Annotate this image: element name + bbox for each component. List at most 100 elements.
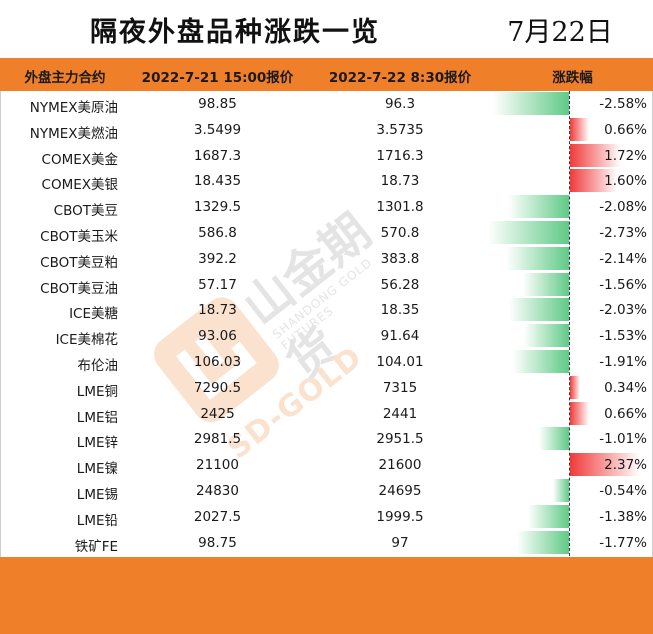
curr-price: 24695 [378, 482, 422, 499]
curr-price: 383.8 [380, 250, 420, 267]
change-pct: -2.03% [599, 302, 647, 319]
curr-price: 7315 [382, 379, 418, 396]
change-pct: -1.53% [599, 328, 647, 345]
change-bar [570, 169, 618, 193]
change-pct: 1.60% [604, 173, 647, 190]
table-row: LME铝 2425 2441 0.66% [0, 401, 653, 427]
contract-name: CBOT美玉米 [40, 228, 118, 245]
contract-name: 铁矿FE [74, 538, 118, 555]
table-row: CBOT美豆粕 392.2 383.8 -2.14% [0, 246, 653, 272]
prev-price: 1329.5 [193, 199, 242, 216]
change-pct: -1.77% [599, 534, 647, 551]
table-row: LME锌 2981.5 2951.5 -1.01% [0, 426, 653, 452]
change-bar [523, 324, 569, 348]
change-pct: 0.66% [604, 405, 647, 422]
change-bar [570, 375, 581, 399]
change-pct: -1.01% [599, 431, 647, 448]
prev-price: 586.8 [198, 224, 237, 241]
change-bar [570, 117, 590, 141]
curr-price: 1716.3 [376, 147, 424, 164]
table-row: NYMEX美原油 98.85 96.3 -2.58% [0, 91, 653, 117]
table-row: ICE美糖 18.73 18.35 -2.03% [0, 297, 653, 323]
contract-name: COMEX美银 [41, 177, 118, 194]
prev-price: 2027.5 [193, 508, 242, 525]
page-title: 隔夜外盘品种涨跌一览 [90, 17, 380, 48]
change-pct: 0.34% [604, 379, 647, 396]
curr-price: 91.64 [380, 328, 420, 345]
contract-name: NYMEX美原油 [29, 100, 118, 116]
table-row: LME铅 2027.5 1999.5 -1.38% [0, 504, 653, 530]
table-row: LME铜 7290.5 7315 0.34% [0, 375, 653, 401]
curr-price: 18.35 [380, 302, 420, 319]
table-row: 布伦油 106.03 104.01 -1.91% [0, 349, 653, 375]
curr-price: 2951.5 [376, 431, 424, 448]
column-header-contract: 外盘主力合约 [24, 70, 106, 86]
prev-price: 98.75 [198, 534, 237, 551]
curr-price: 1999.5 [376, 508, 424, 525]
prev-price: 93.06 [198, 328, 237, 345]
table-header: 外盘主力合约 2022-7-21 15:00报价 2022-7-22 8:30报… [0, 58, 653, 91]
change-bar [505, 246, 569, 270]
footer-band [0, 557, 653, 634]
curr-price: 56.28 [380, 276, 420, 293]
change-pct: -2.14% [599, 250, 647, 267]
prev-price: 18.73 [198, 302, 237, 319]
column-header-curr-price: 2022-7-22 8:30报价 [328, 70, 472, 86]
change-bar [570, 401, 590, 425]
contract-name: NYMEX美燃油 [29, 125, 118, 142]
curr-price: 96.3 [384, 96, 416, 112]
prev-price: 2981.5 [193, 431, 242, 448]
contract-name: 布伦油 [77, 357, 119, 374]
curr-price: 2441 [382, 405, 418, 422]
prev-price: 106.03 [193, 353, 242, 370]
change-pct: 2.37% [604, 457, 647, 474]
contract-name: LME铜 [76, 383, 118, 400]
contract-name: LME铅 [76, 512, 118, 529]
prev-price: 1687.3 [193, 147, 242, 164]
table-row: LME镍 21100 21600 2.37% [0, 452, 653, 478]
change-bar [570, 453, 640, 477]
change-bar [553, 478, 569, 502]
change-pct: 1.72% [604, 147, 647, 164]
column-header-prev-price: 2022-7-21 15:00报价 [141, 70, 294, 86]
curr-price: 21600 [378, 457, 422, 474]
change-bar [528, 504, 569, 528]
change-pct: 0.66% [604, 121, 647, 138]
contract-name: LME锡 [76, 486, 118, 503]
contract-name: ICE美糖 [69, 306, 118, 323]
table-body: NYMEX美原油 98.85 96.3 -2.58% NYMEX美燃油 3.5499 3.5… [0, 91, 653, 555]
change-pct: -1.38% [599, 508, 647, 525]
table-row: LME锡 24830 24695 -0.54% [0, 478, 653, 504]
change-pct: -1.56% [599, 276, 647, 293]
contract-name: CBOT美豆油 [40, 280, 118, 297]
zero-axis-line [569, 91, 570, 556]
change-pct: -2.73% [599, 224, 647, 241]
table-row: CBOT美豆油 57.17 56.28 -1.56% [0, 272, 653, 298]
table-row: ICE美棉花 93.06 91.64 -1.53% [0, 323, 653, 349]
contract-name: LME镍 [76, 461, 118, 478]
table-row: NYMEX美燃油 3.5499 3.5735 0.66% [0, 117, 653, 143]
change-pct: -2.58% [599, 96, 647, 112]
table-row: CBOT美豆 1329.5 1301.8 -2.08% [0, 194, 653, 220]
curr-price: 97 [391, 534, 409, 551]
contract-name: CBOT美豆 [53, 203, 118, 220]
change-bar [522, 272, 569, 296]
contract-name: LME锌 [76, 435, 118, 452]
curr-price: 1301.8 [376, 199, 424, 216]
prev-price: 24830 [196, 482, 239, 499]
change-bar [509, 298, 569, 322]
title-row: 隔夜外盘品种涨跌一览 7月22日 [0, 0, 653, 58]
contract-name: ICE美棉花 [55, 332, 118, 349]
prev-price: 57.17 [198, 276, 237, 293]
prev-price: 21100 [196, 457, 239, 474]
change-pct: -1.91% [599, 353, 647, 370]
change-bar [488, 220, 569, 244]
curr-price: 3.5735 [376, 121, 424, 138]
curr-price: 570.8 [380, 224, 420, 241]
contract-name: COMEX美金 [41, 151, 118, 168]
change-bar [516, 530, 569, 554]
report-date: 7月22日 [507, 17, 613, 48]
prev-price: 3.5499 [193, 121, 242, 138]
prev-price: 7290.5 [193, 379, 242, 396]
change-bar [512, 349, 569, 373]
